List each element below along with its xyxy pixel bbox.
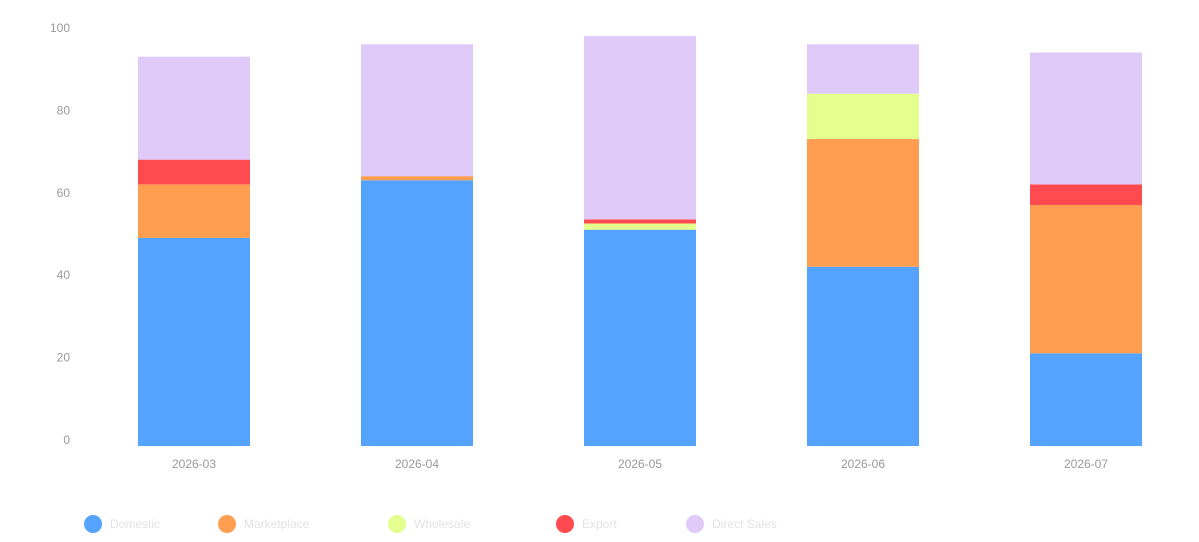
legend-label: Marketplace: [244, 517, 310, 531]
x-tick-label: 2026-04: [395, 457, 439, 471]
legend-swatch-icon: [84, 515, 102, 533]
bar-segment[interactable]: [1030, 184, 1142, 205]
legend-label: Domestic: [110, 517, 161, 531]
bar-segment[interactable]: [361, 176, 473, 181]
legend: Domestic Marketplace Wholesale Export Direct…: [0, 510, 1199, 538]
bar-segment[interactable]: [584, 36, 696, 220]
bar-segment[interactable]: [807, 44, 919, 94]
x-axis-ticks: 2026-03 2026-04 2026-05 2026-06 2026-07: [172, 457, 1108, 471]
bar-segment[interactable]: [361, 44, 473, 177]
bar-segment[interactable]: [138, 159, 250, 185]
y-tick-label: 0: [63, 433, 70, 447]
bar-segment[interactable]: [1030, 204, 1142, 354]
bar-segment[interactable]: [138, 237, 250, 446]
bar-segment[interactable]: [1030, 52, 1142, 185]
x-tick-label: 2026-03: [172, 457, 216, 471]
y-tick-label: 100: [50, 21, 70, 35]
legend-item[interactable]: Domestic: [84, 510, 160, 538]
legend-label: Direct Sales: [712, 517, 777, 531]
bar-segment[interactable]: [584, 229, 696, 446]
legend-swatch-icon: [556, 515, 574, 533]
legend-label: Wholesale: [414, 517, 471, 531]
legend-label: Export: [582, 517, 617, 531]
legend-item[interactable]: Export: [556, 510, 617, 538]
legend-swatch-icon: [388, 515, 406, 533]
x-tick-label: 2026-05: [618, 457, 662, 471]
y-tick-label: 80: [57, 103, 71, 117]
bar-segment[interactable]: [807, 93, 919, 140]
legend-item[interactable]: Wholesale: [388, 510, 470, 538]
bar-segment[interactable]: [361, 180, 473, 446]
bar-segment[interactable]: [807, 266, 919, 446]
y-tick-label: 20: [57, 351, 71, 365]
bar-segment[interactable]: [138, 184, 250, 238]
legend-item[interactable]: Direct Sales: [686, 510, 777, 538]
bar-segment[interactable]: [138, 56, 250, 160]
legend-swatch-icon: [686, 515, 704, 533]
bar-segment[interactable]: [807, 139, 919, 267]
bar-segment[interactable]: [584, 219, 696, 224]
y-tick-label: 60: [57, 186, 71, 200]
legend-swatch-icon: [218, 515, 236, 533]
bars: [138, 36, 1142, 446]
legend-item[interactable]: Marketplace: [218, 510, 309, 538]
x-tick-label: 2026-06: [841, 457, 885, 471]
y-axis-ticks: 0 20 40 60 80 100: [50, 21, 70, 447]
bar-segment[interactable]: [584, 223, 696, 230]
bar-segment[interactable]: [1030, 353, 1142, 446]
y-tick-label: 40: [57, 268, 71, 282]
x-tick-label: 2026-07: [1064, 457, 1108, 471]
